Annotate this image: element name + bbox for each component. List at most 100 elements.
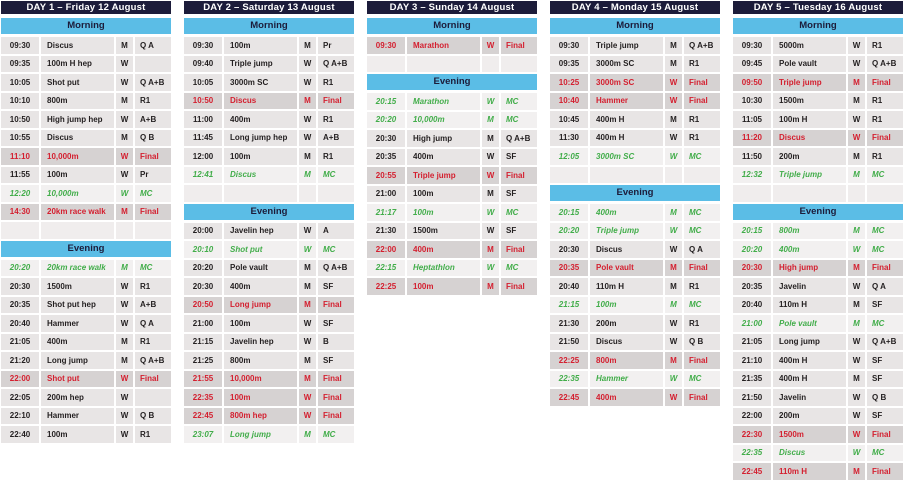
row-gender: W bbox=[299, 389, 316, 406]
row-round: Q A bbox=[867, 278, 903, 295]
row-round: MC bbox=[318, 426, 354, 443]
row-gender: M bbox=[848, 166, 865, 183]
row-gender: M bbox=[482, 185, 499, 202]
row-gender: M bbox=[299, 370, 316, 387]
row-round: Final bbox=[867, 426, 903, 443]
row-round: SF bbox=[501, 148, 537, 165]
row-gender: M bbox=[482, 111, 499, 128]
row-time: 11:05 bbox=[733, 111, 771, 128]
schedule-row: 12:41 Discus M MC bbox=[184, 166, 354, 183]
schedule-row: 20:55 Triple jump W Final bbox=[367, 167, 537, 184]
row-time: 09:30 bbox=[184, 37, 222, 54]
row-time: 20:40 bbox=[1, 315, 39, 332]
row-gender: M bbox=[116, 92, 133, 109]
row-gender: W bbox=[848, 278, 865, 295]
row-event: Pole vault bbox=[773, 55, 846, 72]
schedule-row: 10:50 Discus M Final bbox=[184, 92, 354, 109]
schedule-row: 10:05 Shot put W Q A+B bbox=[1, 74, 171, 91]
row-round: R1 bbox=[684, 315, 720, 332]
row-gender: M bbox=[299, 352, 316, 369]
row-time: 20:15 bbox=[550, 204, 588, 221]
row-gender: W bbox=[299, 222, 316, 239]
row-round: Final bbox=[501, 241, 537, 258]
schedule-row: 09:30 Triple jump M Q A+B bbox=[550, 37, 720, 54]
row-event: 200m bbox=[590, 315, 663, 332]
schedule-row: 11:30 400m H W R1 bbox=[550, 129, 720, 146]
row-gender: W bbox=[116, 74, 133, 91]
row-event: Hammer bbox=[590, 370, 663, 387]
schedule-row: 20:35 Shot put hep W A+B bbox=[1, 296, 171, 313]
row-round: SF bbox=[318, 278, 354, 295]
row-gender: M bbox=[116, 203, 133, 220]
row-event: Pole vault bbox=[773, 315, 846, 332]
row-round: Final bbox=[867, 129, 903, 146]
row-round: SF bbox=[867, 296, 903, 313]
row-event: 110m H bbox=[590, 278, 663, 295]
spacer-cell bbox=[367, 55, 405, 72]
row-round: Final bbox=[684, 74, 720, 91]
schedule-row: 21:10 400m H W SF bbox=[733, 352, 903, 369]
day-title: DAY 1 – Friday 12 August bbox=[1, 1, 171, 14]
row-event: Triple jump bbox=[590, 37, 663, 54]
row-event: 400m bbox=[590, 389, 663, 406]
row-gender: M bbox=[299, 37, 316, 54]
row-event: Shot put bbox=[224, 241, 297, 258]
schedule-row: 22:40 100m W R1 bbox=[1, 426, 171, 443]
row-gender: W bbox=[848, 426, 865, 443]
row-round: Final bbox=[318, 92, 354, 109]
row-round: MC bbox=[135, 185, 171, 202]
row-round: Q A+B bbox=[867, 55, 903, 72]
row-time: 22:45 bbox=[550, 389, 588, 406]
row-time: 09:30 bbox=[550, 37, 588, 54]
row-round: Final bbox=[135, 203, 171, 220]
row-event: Javelin bbox=[773, 389, 846, 406]
row-time: 11:55 bbox=[1, 166, 39, 183]
spacer-cell bbox=[1, 222, 39, 239]
row-event: 1500m bbox=[41, 278, 114, 295]
row-gender: M bbox=[665, 55, 682, 72]
spacer-cell bbox=[665, 166, 682, 183]
row-time: 21:30 bbox=[367, 222, 405, 239]
row-event: 800m bbox=[590, 352, 663, 369]
row-time: 20:20 bbox=[733, 241, 771, 258]
schedule-row: 09:30 Marathon W Final bbox=[367, 37, 537, 54]
schedule-row: 21:05 400m M R1 bbox=[1, 333, 171, 350]
row-gender: W bbox=[665, 333, 682, 350]
row-gender: M bbox=[116, 333, 133, 350]
row-time: 20:50 bbox=[184, 296, 222, 313]
section-header: Morning bbox=[1, 18, 171, 34]
row-time: 09:30 bbox=[733, 37, 771, 54]
row-time: 22:25 bbox=[550, 352, 588, 369]
schedule-row: 10:30 1500m M R1 bbox=[733, 92, 903, 109]
row-event: 200m bbox=[773, 407, 846, 424]
row-round: MC bbox=[318, 166, 354, 183]
row-gender: W bbox=[116, 315, 133, 332]
row-event: 400m bbox=[224, 111, 297, 128]
row-event: High jump hep bbox=[41, 111, 114, 128]
day-column: DAY 1 – Friday 12 August Morning 09:30 Disc… bbox=[1, 1, 171, 445]
row-event: Triple jump bbox=[773, 74, 846, 91]
row-event: 10,000m bbox=[224, 370, 297, 387]
row-gender: W bbox=[665, 92, 682, 109]
row-time: 20:35 bbox=[367, 148, 405, 165]
schedule-row: 21:15 Javelin hep W B bbox=[184, 333, 354, 350]
row-event: High jump bbox=[773, 259, 846, 276]
row-time: 20:20 bbox=[367, 111, 405, 128]
row-time: 20:40 bbox=[550, 278, 588, 295]
row-time: 22:05 bbox=[1, 389, 39, 406]
row-time: 22:35 bbox=[550, 370, 588, 387]
row-time: 10:50 bbox=[1, 111, 39, 128]
row-round: A+B bbox=[318, 129, 354, 146]
row-event: 100m bbox=[224, 315, 297, 332]
schedule-row: 22:35 100m W Final bbox=[184, 389, 354, 406]
schedule-row: 11:00 400m W R1 bbox=[184, 111, 354, 128]
row-gender: W bbox=[848, 111, 865, 128]
row-round: Final bbox=[684, 259, 720, 276]
row-round: Pr bbox=[135, 166, 171, 183]
day-title: DAY 3 – Sunday 14 August bbox=[367, 1, 537, 14]
row-gender: M bbox=[299, 259, 316, 276]
row-time: 09:35 bbox=[1, 55, 39, 72]
row-round: MC bbox=[318, 241, 354, 258]
day-column: DAY 5 – Tuesday 16 August Morning 09:30 500… bbox=[733, 1, 903, 482]
schedule-row: 20:40 110m H M SF bbox=[733, 296, 903, 313]
